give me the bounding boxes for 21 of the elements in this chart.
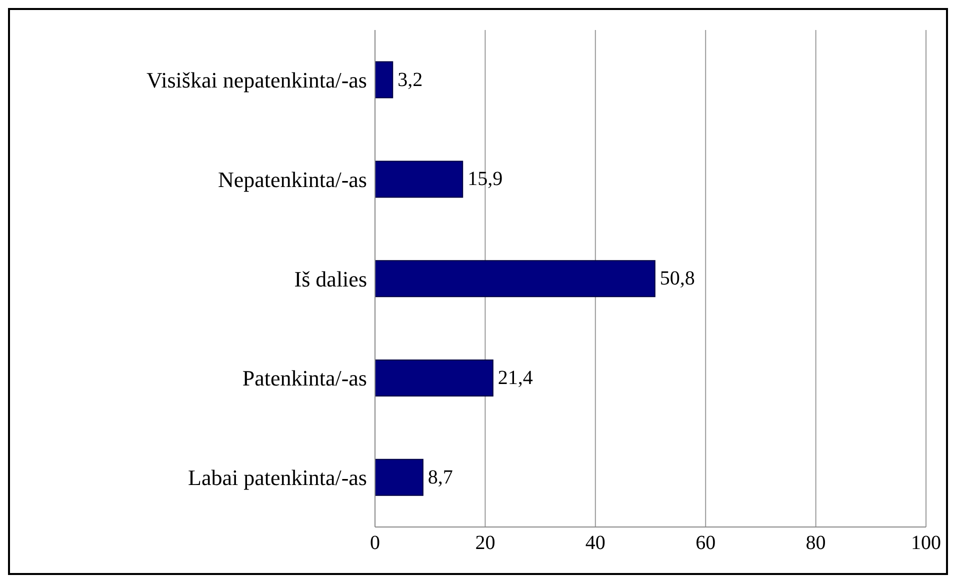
data-label: 15,9 [468, 168, 503, 190]
data-label: 3,2 [398, 68, 423, 91]
x-tick-label: 100 [911, 532, 941, 554]
bar [375, 360, 494, 397]
bar [375, 61, 394, 98]
x-tick-label: 40 [585, 532, 606, 554]
data-label: 21,4 [498, 367, 533, 390]
bar [375, 458, 424, 496]
y-tick-label: Nepatenkinta/-as [218, 166, 367, 192]
x-tick-label: 20 [475, 532, 496, 554]
x-tick-label: 80 [806, 532, 826, 554]
bar [375, 260, 656, 298]
y-tick-label: Labai patenkinta/-as [188, 465, 367, 490]
y-tick-label: Visiškai nepatenkinta/-as [146, 68, 367, 93]
data-label: 50,8 [660, 268, 695, 290]
data-label: 8,7 [428, 466, 453, 488]
y-tick-label: Patenkinta/-as [242, 366, 367, 391]
bar [375, 160, 464, 198]
y-tick-label: Iš dalies [294, 266, 367, 292]
x-tick-label: 60 [696, 532, 716, 554]
x-tick-label: 0 [370, 532, 380, 554]
